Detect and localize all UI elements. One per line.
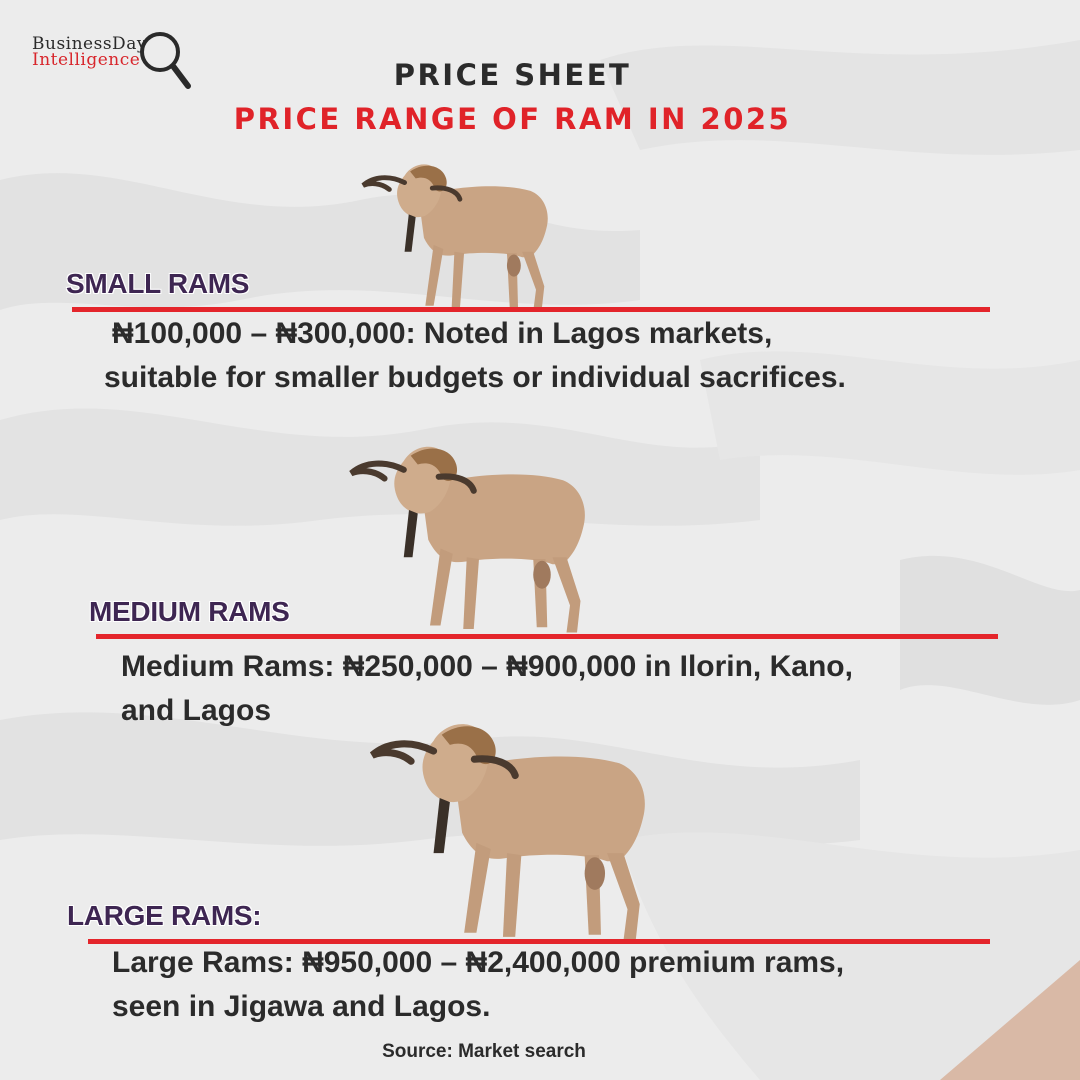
small-rams-price-line-2: suitable for smaller budgets or individu… [104,361,846,394]
medium-ram-image [349,446,585,633]
medium-rams-divider [96,634,998,639]
logo-line-2: Intelligence [32,50,141,70]
small-rams-heading: SMALL RAMS [66,268,250,299]
small-rams-divider [72,307,990,312]
page-subtitle: PRICE RANGE OF RAM IN 2025 [233,102,792,136]
large-rams-heading: LARGE RAMS: [67,900,262,931]
page-title: PRICE SHEET [393,58,632,92]
large-rams-divider [88,939,990,944]
large-rams-price-line-2: seen in Jigawa and Lagos. [112,990,491,1023]
magnifier-icon [140,32,191,89]
small-rams-price-line-1: ₦100,000 – ₦300,000: Noted in Lagos mark… [112,317,773,350]
small-ram-image [361,164,548,312]
logo-line-1: BusinessDay [32,34,147,54]
medium-rams-price-line-1: Medium Rams: ₦250,000 – ₦900,000 in Ilor… [121,650,853,683]
source-note: Source: Market search [382,1041,586,1062]
large-rams-price-line-1: Large Rams: ₦950,000 – ₦2,400,000 premiu… [112,946,845,979]
medium-rams-heading: MEDIUM RAMS [89,596,290,627]
large-ram-image [369,724,645,941]
businessday-intelligence-logo: BusinessDay Intelligence [30,28,191,98]
medium-rams-price-line-2: and Lagos [121,694,272,727]
